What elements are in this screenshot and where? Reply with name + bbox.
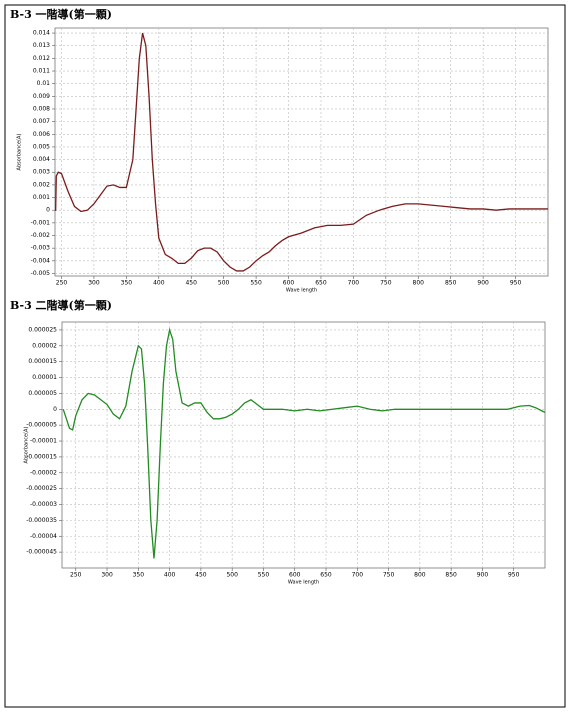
x-axis-label: Wave length	[288, 580, 319, 586]
data-line	[62, 327, 546, 559]
y-axis-label: Absorbance(A)	[17, 134, 23, 171]
x-tick-label: 350	[133, 572, 145, 579]
y-tick-label: -0.000045	[26, 549, 57, 556]
y-tick-label: 0.007	[33, 118, 50, 125]
y-tick-label: 0.00002	[32, 342, 57, 349]
x-tick-label: 950	[508, 572, 520, 579]
x-tick-label: 400	[164, 572, 176, 579]
y-tick-label: 0.013	[33, 42, 50, 49]
y-tick-label: 0.009	[33, 93, 50, 100]
y-tick-label: 0	[46, 207, 50, 214]
y-tick-label: -0.005	[31, 270, 51, 277]
y-tick-label: -0.00002	[30, 469, 57, 476]
y-tick-label: 0.003	[33, 169, 50, 176]
x-tick-label: 300	[101, 572, 113, 579]
data-line	[55, 32, 548, 272]
x-tick-label: 250	[56, 280, 68, 287]
page-border	[4, 4, 566, 708]
y-tick-label: 0.005	[33, 143, 50, 150]
y-tick-label: 0.000015	[28, 358, 57, 365]
y-tick-label: -0.000025	[26, 485, 57, 492]
y-tick-label: 0.004	[33, 156, 50, 163]
y-tick-label: -0.000035	[26, 517, 57, 524]
x-tick-label: 450	[185, 280, 197, 287]
chart-title: B-3 一階導(第一顆)	[10, 7, 112, 21]
y-tick-label: 0	[53, 406, 57, 413]
x-tick-label: 900	[477, 280, 489, 287]
x-tick-label: 700	[352, 572, 364, 579]
y-tick-label: 0.006	[33, 131, 50, 138]
x-tick-label: 500	[218, 280, 230, 287]
y-axis-label: Absorbance(A)	[24, 427, 30, 464]
x-tick-label: 600	[283, 280, 295, 287]
x-tick-label: 850	[445, 572, 457, 579]
x-tick-label: 950	[510, 280, 522, 287]
y-tick-label: -0.002	[31, 232, 51, 239]
y-tick-label: -0.00003	[30, 501, 57, 508]
x-tick-label: 600	[289, 572, 301, 579]
x-tick-label: 700	[348, 280, 360, 287]
y-tick-label: -0.000015	[26, 453, 57, 460]
x-tick-label: 350	[121, 280, 133, 287]
y-tick-label: -0.000005	[26, 422, 57, 429]
x-tick-label: 750	[383, 572, 395, 579]
y-tick-label: 0.00001	[32, 374, 57, 381]
x-tick-label: 300	[88, 280, 100, 287]
y-tick-label: 0.011	[33, 68, 50, 75]
x-tick-label: 800	[414, 572, 426, 579]
y-tick-label: -0.004	[31, 257, 51, 264]
y-tick-label: -0.001	[31, 219, 51, 226]
y-tick-label: -0.00001	[30, 438, 57, 445]
y-tick-label: 0.008	[33, 105, 50, 112]
x-tick-label: 550	[258, 572, 270, 579]
y-tick-label: 0.014	[33, 30, 50, 37]
y-tick-label: 0.01	[37, 80, 51, 87]
y-tick-label: 0.000025	[28, 326, 57, 333]
x-tick-label: 450	[195, 572, 207, 579]
y-tick-label: 0.002	[33, 181, 50, 188]
x-tick-label: 850	[445, 280, 457, 287]
x-tick-label: 650	[320, 572, 332, 579]
chart-title: B-3 二階導(第一顆)	[10, 298, 112, 312]
x-axis-label: Wave length	[286, 288, 317, 294]
y-tick-label: -0.00004	[30, 533, 57, 540]
x-tick-label: 800	[413, 280, 425, 287]
y-tick-label: 0.000005	[28, 390, 57, 397]
x-tick-label: 400	[153, 280, 165, 287]
y-tick-label: 0.001	[33, 194, 50, 201]
x-tick-label: 550	[250, 280, 262, 287]
x-tick-label: 250	[70, 572, 82, 579]
x-tick-label: 750	[380, 280, 392, 287]
x-tick-label: 650	[315, 280, 327, 287]
x-tick-label: 900	[477, 572, 489, 579]
plot-area	[54, 27, 549, 277]
y-tick-label: -0.003	[31, 245, 51, 252]
x-tick-label: 500	[226, 572, 238, 579]
y-tick-label: 0.012	[33, 55, 50, 62]
